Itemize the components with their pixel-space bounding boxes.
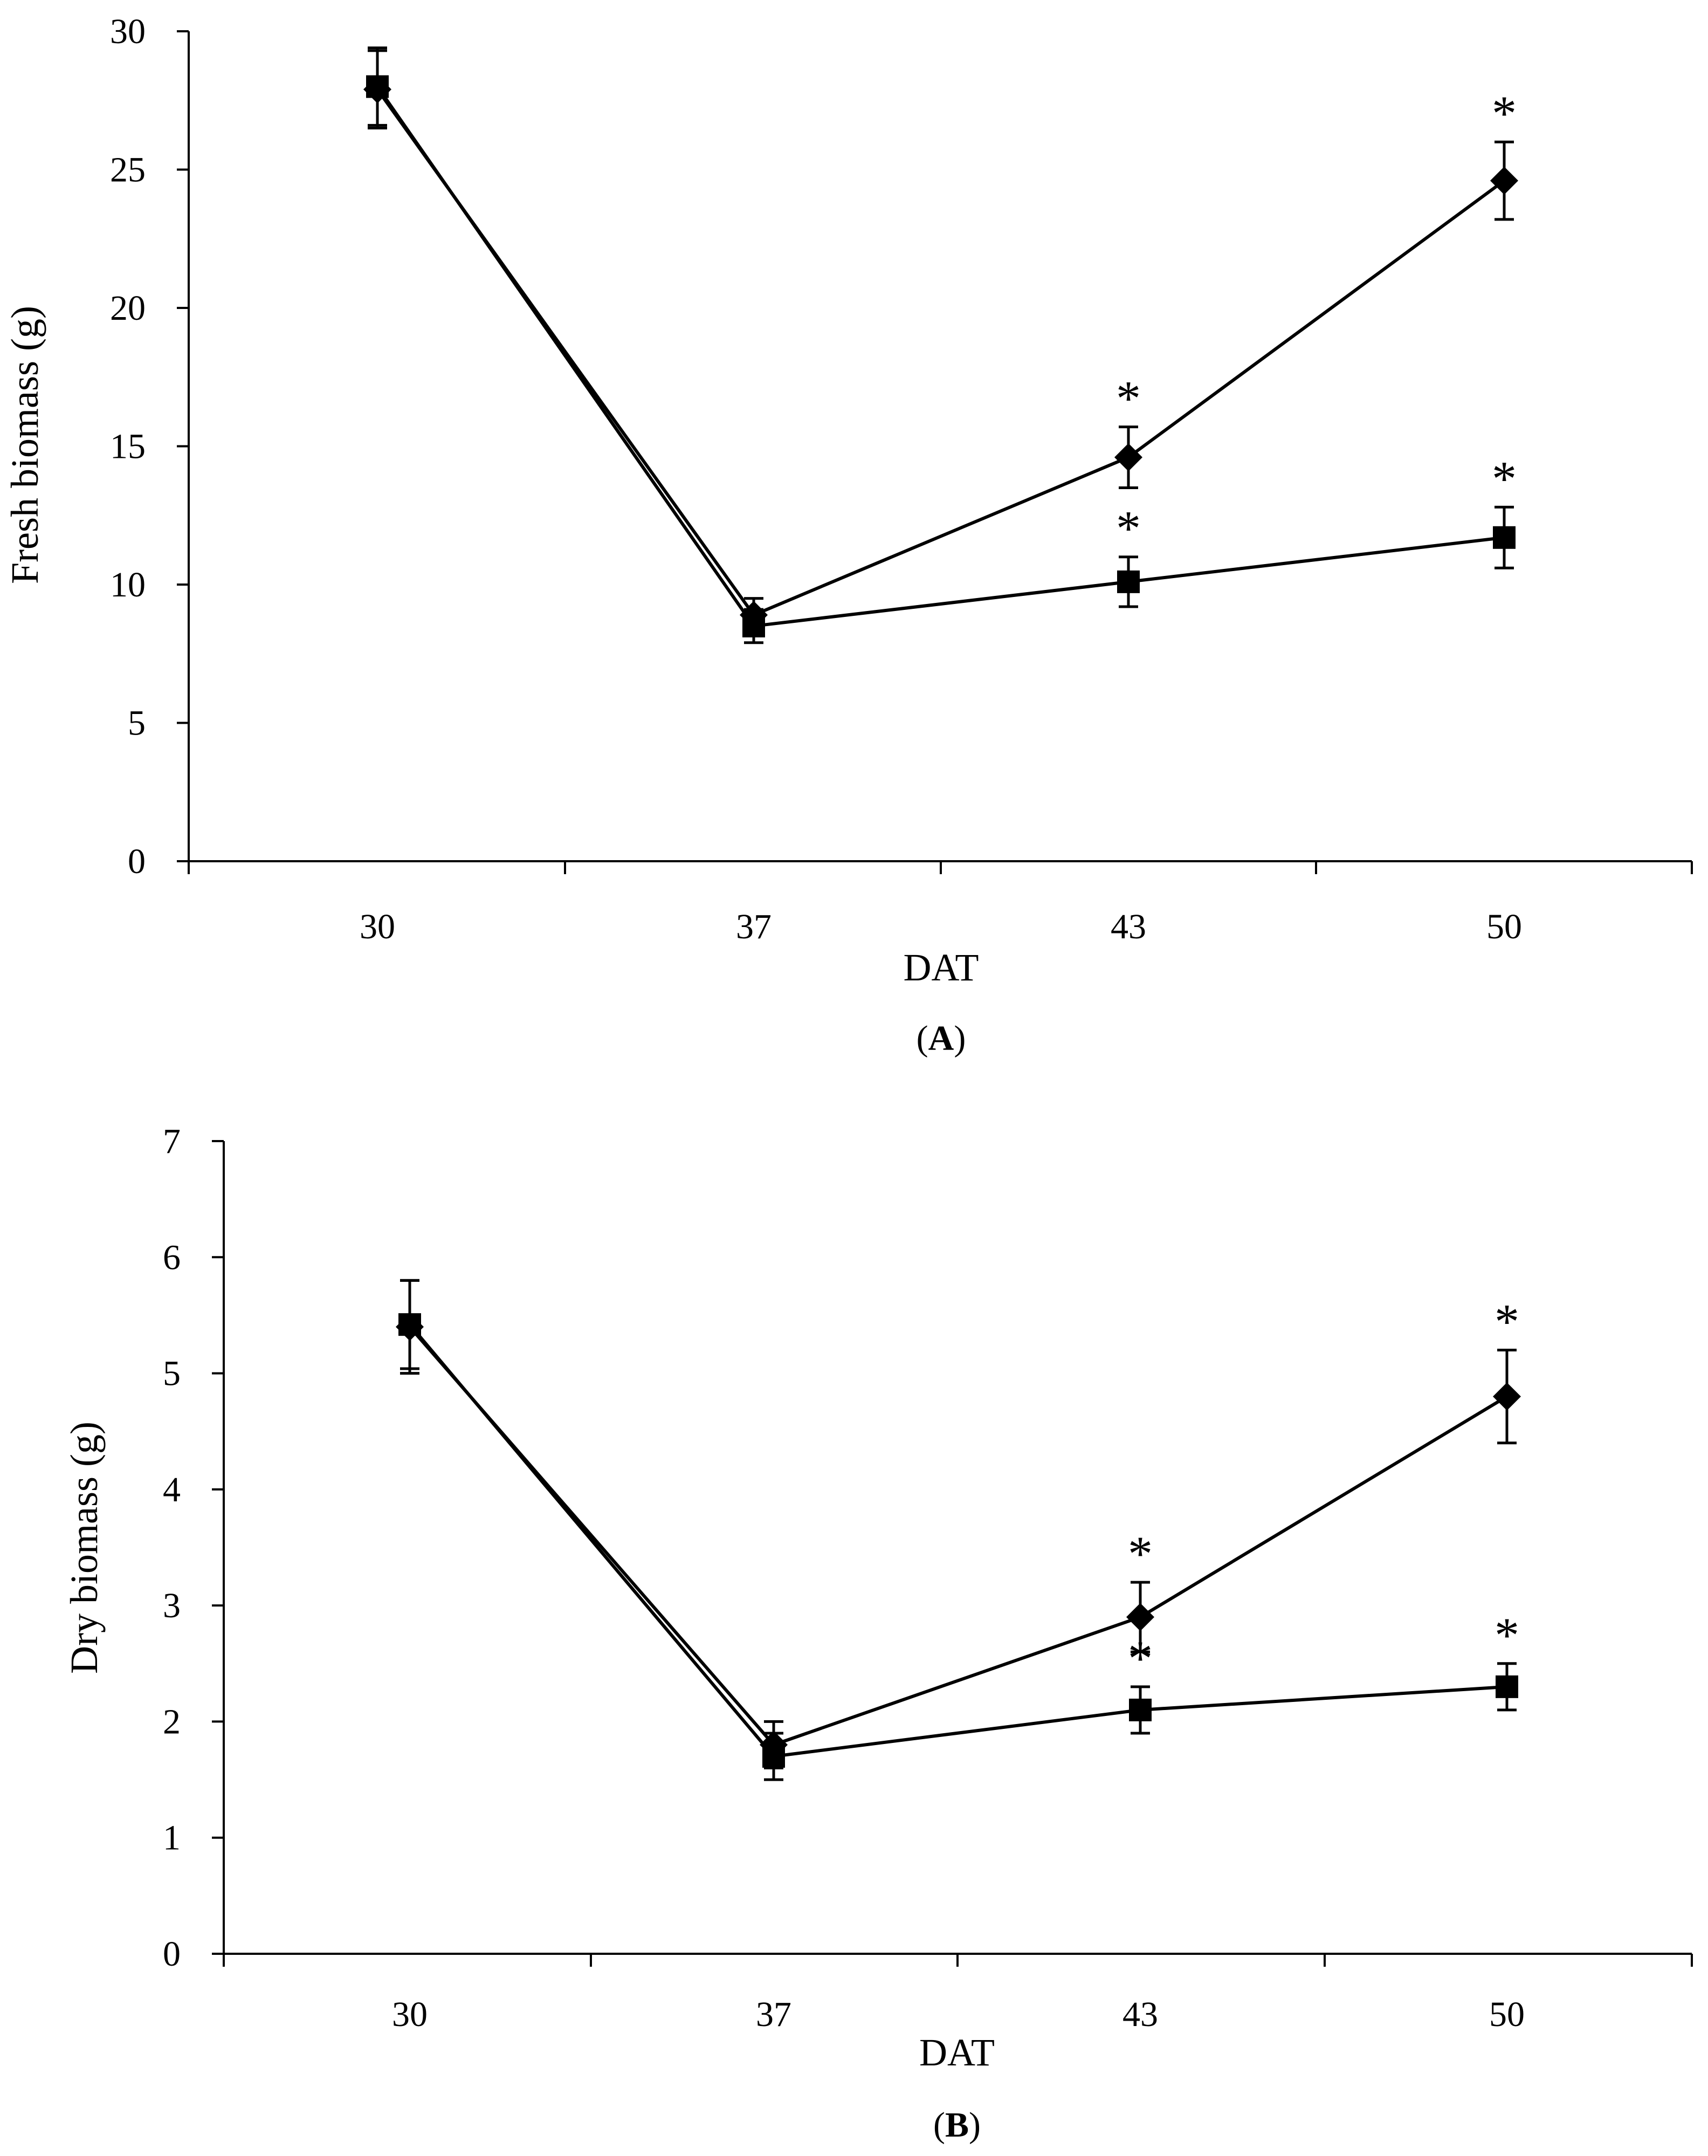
- panel-label: (A): [917, 1019, 966, 1058]
- significance-marker: *: [1128, 1526, 1153, 1581]
- x-axis-title: DAT: [904, 946, 979, 989]
- data-point-square: [1117, 570, 1140, 593]
- data-point-square: [1496, 1675, 1518, 1698]
- x-tick-label: 43: [1111, 907, 1146, 946]
- series-line-diamond: [376, 88, 1505, 617]
- y-tick-label: 5: [128, 704, 146, 743]
- data-point-diamond: [1493, 1382, 1521, 1411]
- y-tick-label: 3: [163, 1586, 181, 1625]
- x-axis-title: DAT: [919, 2031, 995, 2074]
- x-tick-label: 37: [736, 907, 772, 946]
- chart-panel-a: 0 5 10 15 20 25 30 30 37 43 50 DAT Fresh biomass (g)…: [3, 12, 1693, 1058]
- significance-marker: *: [1492, 451, 1517, 506]
- significance-marker: *: [1116, 371, 1141, 426]
- x-tick-label: 30: [360, 907, 395, 946]
- y-tick-label: 30: [110, 12, 146, 51]
- y-tick-label: 5: [163, 1354, 181, 1393]
- x-tick-label: 30: [392, 1995, 428, 2034]
- y-axis-title: Fresh biomass (g): [3, 306, 46, 584]
- y-tick-label: 20: [110, 289, 146, 328]
- data-point-square: [398, 1313, 421, 1336]
- x-tick-label: 50: [1489, 1995, 1525, 2034]
- x-tick-label: 50: [1486, 907, 1522, 946]
- series-line-square: [408, 1323, 1507, 1759]
- y-tick-label: 2: [163, 1702, 181, 1741]
- series-line-diamond: [408, 1326, 1508, 1747]
- y-tick-label: 4: [163, 1470, 181, 1509]
- x-tick-label: 43: [1122, 1995, 1158, 2034]
- significance-marker: *: [1128, 1631, 1153, 1686]
- data-point-square: [366, 75, 389, 98]
- data-point-diamond: [1126, 1603, 1154, 1631]
- data-point-diamond: [1114, 443, 1142, 472]
- significance-marker: *: [1494, 1608, 1519, 1663]
- y-tick-label: 25: [110, 150, 146, 190]
- y-tick-label: 1: [163, 1818, 181, 1858]
- y-axis-title: Dry biomass (g): [63, 1422, 106, 1674]
- y-tick-label: 15: [110, 427, 146, 466]
- data-point-square: [1129, 1698, 1152, 1721]
- y-tick-label: 7: [163, 1122, 181, 1161]
- data-point-square: [742, 614, 765, 637]
- y-tick-label: 6: [163, 1238, 181, 1277]
- significance-marker: *: [1494, 1294, 1519, 1349]
- data-point-square: [762, 1745, 785, 1768]
- y-tick-label: 0: [128, 842, 146, 881]
- data-point-diamond: [1490, 167, 1518, 195]
- significance-marker: *: [1492, 86, 1517, 141]
- chart-panel-b: 0 1 2 3 4 5 6 7 30 37 43 50 DAT Dry biomass (g) (B) * * *…: [63, 1122, 1693, 2145]
- y-tick-label: 0: [163, 1934, 181, 1974]
- panel-label: (B): [933, 2105, 981, 2145]
- series-line-square: [376, 85, 1505, 628]
- x-tick-label: 37: [756, 1995, 791, 2034]
- significance-marker: *: [1116, 501, 1141, 556]
- data-point-square: [1493, 526, 1516, 549]
- y-tick-label: 10: [110, 565, 146, 605]
